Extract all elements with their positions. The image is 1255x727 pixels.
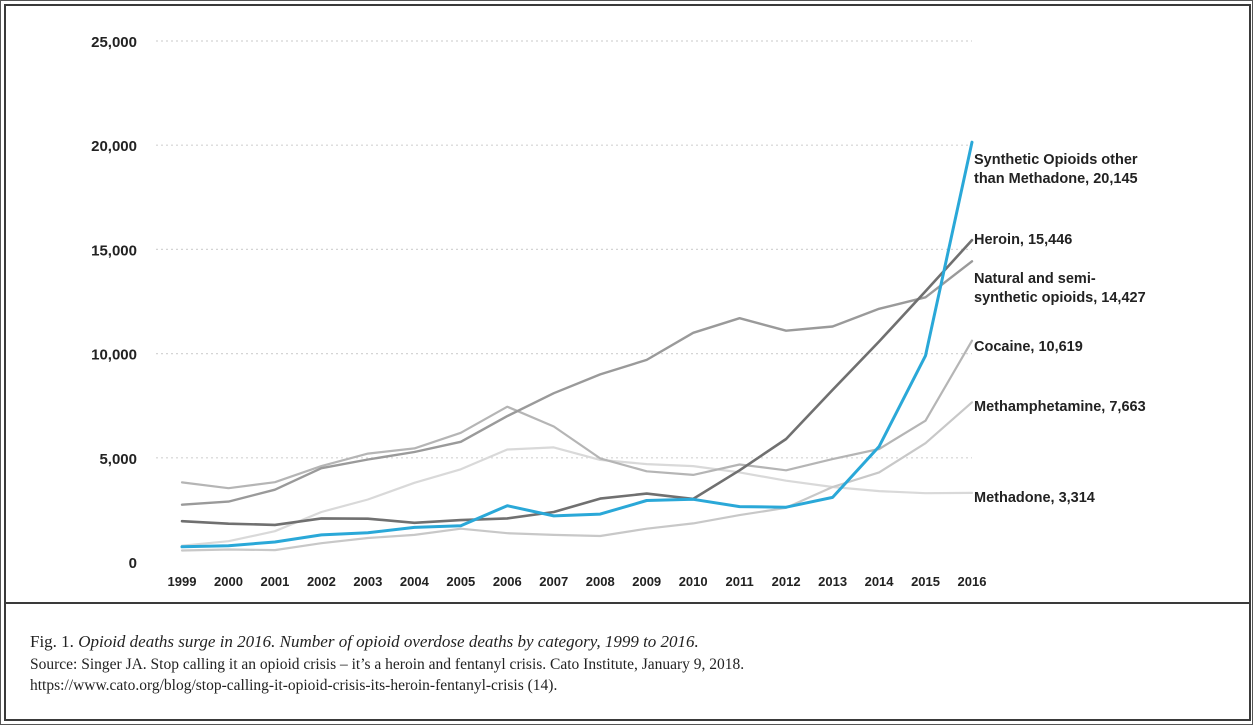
x-axis: 1999 2000 2001 2002 2003 2004 2005 2006 2007 2008… <box>168 574 987 589</box>
series-label: Heroin, 15,446 <box>974 232 1072 248</box>
series-label: Methamphetamine, 7,663 <box>974 399 1146 415</box>
x-tick-label: 2006 <box>493 574 522 589</box>
series-label: synthetic opioids, 14,427 <box>974 290 1146 306</box>
caption-source: Source: Singer JA. Stop calling it an op… <box>30 656 745 673</box>
caption-fig-label: Fig. 1. <box>30 632 79 651</box>
caption-title-line: Fig. 1. Opioid deaths surge in 2016. Num… <box>30 630 1249 654</box>
series-line-cocaine <box>180 339 974 490</box>
y-tick-label: 5,000 <box>99 451 137 468</box>
x-tick-label: 2000 <box>214 574 243 589</box>
series-lines <box>180 140 974 552</box>
y-tick-label: 25,000 <box>91 34 137 51</box>
series-label: than Methadone, 20,145 <box>974 171 1138 187</box>
chart-frame: 0 5,000 10,000 15,000 20,000 25,000 1999 2000 2… <box>4 4 1251 604</box>
x-tick-label: 2008 <box>586 574 615 589</box>
x-tick-label: 2011 <box>726 574 754 589</box>
x-tick-label: 2005 <box>446 574 475 589</box>
series-label: Cocaine, 10,619 <box>974 339 1083 355</box>
series-label: Synthetic Opioids other <box>974 152 1138 168</box>
series-labels: Synthetic Opioids other than Methadone, 2… <box>974 152 1146 506</box>
x-tick-label: 2002 <box>307 574 336 589</box>
series-line-heroin <box>180 238 974 527</box>
y-axis: 0 5,000 10,000 15,000 20,000 25,000 <box>91 34 137 572</box>
x-tick-label: 2014 <box>865 574 895 589</box>
x-tick-label: 2013 <box>818 574 847 589</box>
x-tick-label: 2010 <box>679 574 708 589</box>
y-tick-label: 20,000 <box>91 138 137 155</box>
opioid-deaths-line-chart: 0 5,000 10,000 15,000 20,000 25,000 1999 2000 2… <box>91 34 1146 589</box>
y-tick-label: 10,000 <box>91 347 137 364</box>
x-tick-label: 2015 <box>911 574 940 589</box>
x-tick-label: 2009 <box>632 574 661 589</box>
caption-title: Opioid deaths surge in 2016. Number of o… <box>78 632 699 651</box>
series-line-synthetic-opioids-other-than-methadone <box>180 140 974 549</box>
y-tick-label: 0 <box>129 555 137 572</box>
x-tick-label: 2004 <box>400 574 430 589</box>
x-tick-label: 1999 <box>168 574 197 589</box>
x-tick-label: 2001 <box>260 574 289 589</box>
series-line-natural-and-semi-synthetic-opioids <box>180 260 974 506</box>
x-tick-label: 2003 <box>353 574 382 589</box>
figure-caption: Fig. 1. Opioid deaths surge in 2016. Num… <box>4 604 1251 721</box>
x-tick-label: 2016 <box>958 574 987 589</box>
y-tick-label: 15,000 <box>91 242 137 259</box>
series-label: Methadone, 3,314 <box>974 490 1095 506</box>
series-line-methamphetamine <box>180 401 974 552</box>
gridlines <box>156 40 972 459</box>
series-label: Natural and semi- <box>974 271 1096 287</box>
caption-url: https://www.cato.org/blog/stop-calling-i… <box>30 677 558 694</box>
x-tick-label: 2007 <box>539 574 568 589</box>
series-line-methadone <box>180 446 974 547</box>
x-tick-label: 2012 <box>772 574 801 589</box>
